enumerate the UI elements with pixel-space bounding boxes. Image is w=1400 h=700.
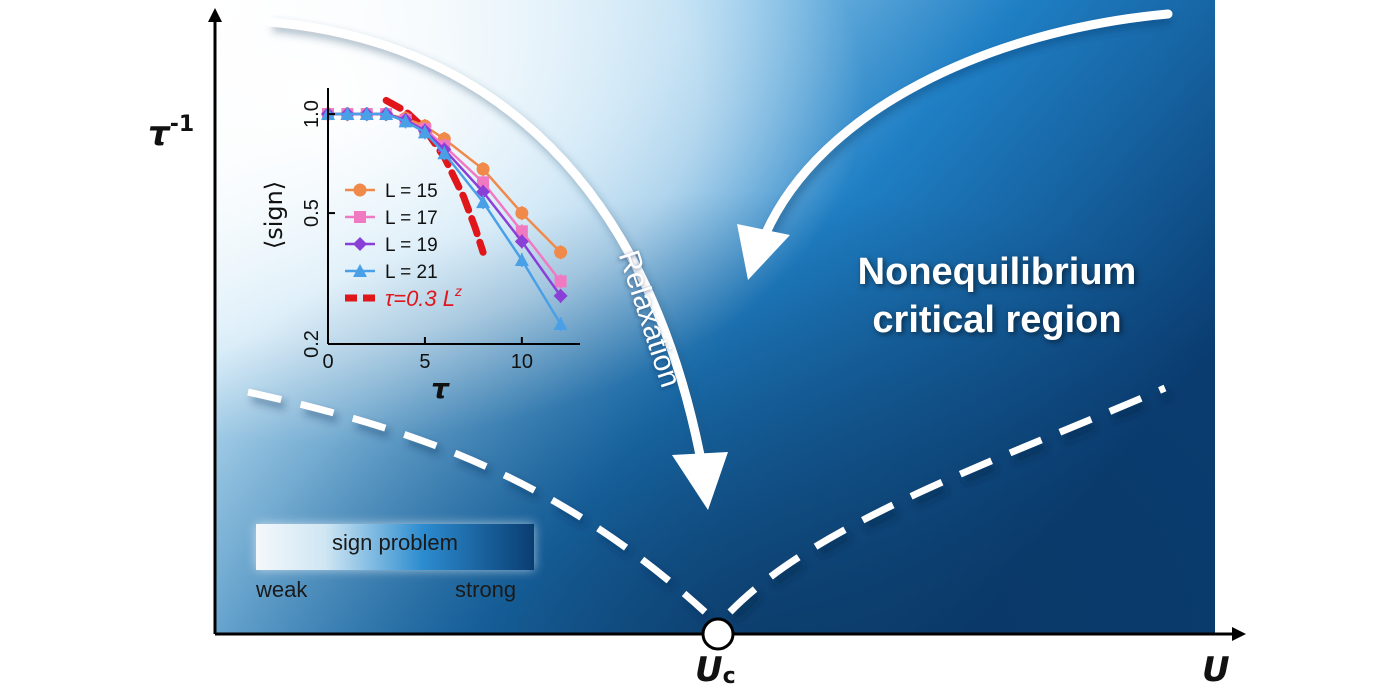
inset-data-point [514,253,529,267]
relaxation-arrow-head [672,452,728,510]
critical-point-subscript: c [722,664,736,689]
inset-y-tick-label: 0.2 [301,330,323,358]
inset-data-point [379,107,394,121]
inset-legend-label: L = 15 [385,181,438,202]
phase-boundary-right-shadow [730,389,1171,622]
inset-data-point [514,234,529,249]
inset-data-point [476,184,491,199]
fit-label-exp: z [454,283,462,299]
region-label: Nonequilibrium critical region [857,251,1137,341]
inset-legend-label: L = 19 [385,235,438,256]
inset-legend-marker [354,211,366,223]
inset-data-point [515,225,528,238]
incoming-arrow-shadow [763,14,1172,243]
sign-problem-legend-strong: strong [455,577,517,602]
inset-series-line [328,112,562,325]
inset-x-tick-label: 5 [419,351,430,373]
inset-data-point [359,107,374,121]
inset-data-point [554,245,568,259]
inset-legend-marker [353,183,367,197]
incoming-arrow-shaft [760,9,1173,240]
y-axis-label: τ-1 [148,112,194,154]
inset-data-point [437,146,452,160]
inset-y-tick-label: 1.0 [301,100,323,128]
sign-problem-legend-weak: weak [256,577,308,602]
inset-legend-fit-label: τ=0.3 Lz [385,283,462,311]
inset-data-point [476,162,490,176]
inset-legend-marker [353,264,367,277]
critical-point-label: Uc [695,650,736,690]
inset-data-point [417,125,432,139]
inset-data-point [398,114,413,128]
inset-x-tick-label: 0 [322,351,333,373]
inset-data-point [476,195,491,209]
y-axis-label-symbol: τ [148,114,170,154]
sign-problem-legend-title: sign problem [332,530,458,555]
relaxation-arrow-shaft [265,17,705,460]
x-axis-label: U [1202,650,1230,690]
inset-data-point [553,288,568,303]
inset-data-point [340,107,355,121]
fit-label-prefix: τ=0.3 [385,286,443,311]
critical-point-symbol: U [695,650,723,690]
inset-y-tick-label: 0.5 [301,199,323,227]
inset-chart: 0 5 100.20.51.0 L = 15L = 17L = 19L = 21τ=… [260,88,580,405]
inset-y-axis-label: ⟨sign⟩ [260,181,288,249]
inset-legend-marker [353,237,367,251]
phase-boundary-left [247,388,708,615]
incoming-arrow-head [737,224,790,280]
inset-legend-label: L = 21 [385,262,438,283]
sign-problem-gradient-bar [256,524,534,570]
inset-data-point [477,176,490,189]
critical-point-marker [701,617,735,651]
inset-legend-label: L = 17 [385,208,438,229]
inset-x-tick-label: 10 [511,351,533,373]
inset-data-point [515,206,529,220]
y-axis-label-exponent: -1 [169,112,195,137]
inset-x-axis-label: τ [431,372,450,405]
inset-data-point [553,317,568,331]
inset-data-point [554,275,567,288]
fit-label-var: L [443,286,455,311]
phase-boundary-right [727,384,1167,615]
